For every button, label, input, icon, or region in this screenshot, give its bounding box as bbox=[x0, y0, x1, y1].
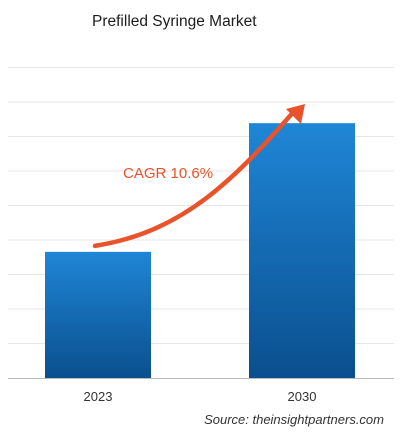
x-tick-label-2023: 2023 bbox=[84, 389, 113, 404]
arrow-head bbox=[286, 104, 305, 124]
bar-2023 bbox=[45, 251, 151, 378]
cagr-label: CAGR 10.6% bbox=[123, 165, 213, 182]
bars bbox=[45, 123, 355, 379]
x-tick-label-2030: 2030 bbox=[288, 389, 317, 404]
source-note: Source: theinsightpartners.com bbox=[204, 412, 384, 427]
bar-2030 bbox=[249, 123, 355, 379]
cagr-annotation: CAGR 10.6% bbox=[92, 104, 305, 249]
growth-arrow bbox=[92, 106, 299, 249]
x-axis: 2023 2030 bbox=[8, 378, 394, 404]
chart-title: Prefilled Syringe Market bbox=[92, 13, 257, 30]
